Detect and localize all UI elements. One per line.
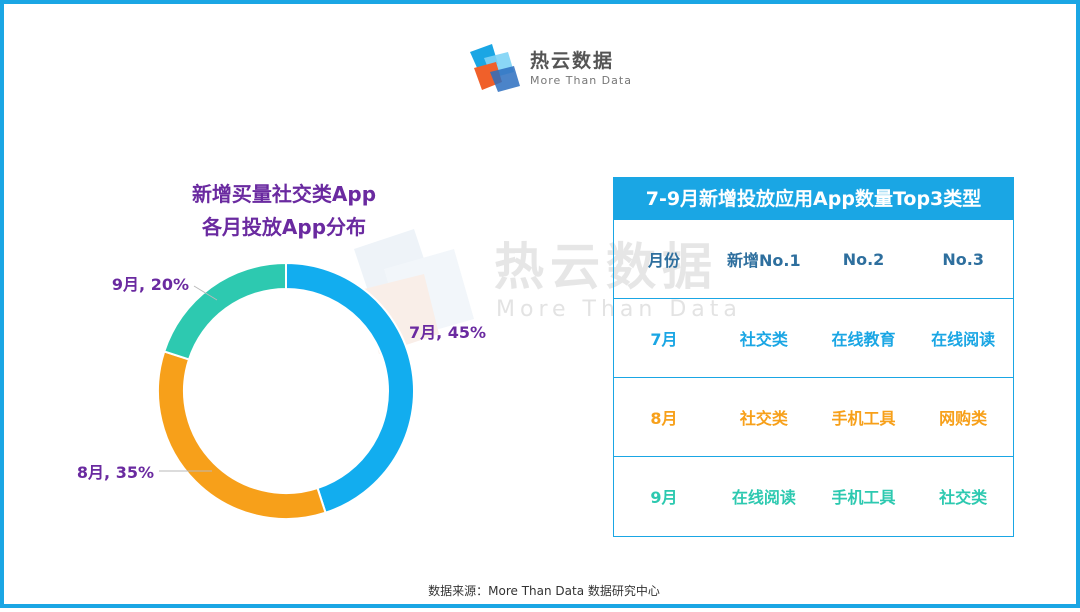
data-source-note: 数据来源：More Than Data 数据研究中心	[428, 584, 660, 598]
chart-title-line-1: 新增买量社交类App	[191, 182, 377, 206]
donut-slice-2	[157, 350, 327, 520]
slice-label-3: 9月, 20%	[112, 275, 189, 294]
donut-slice-1	[285, 261, 415, 514]
chart-title-line-2: 各月投放App分布	[201, 215, 367, 239]
table-cell: 网购类	[939, 409, 988, 428]
chart-title: 新增买量社交类App 各月投放App分布	[154, 178, 414, 244]
table-cell: 7月	[650, 330, 678, 349]
brand-logo-icon	[470, 44, 520, 92]
table-cell: 在线阅读	[931, 330, 996, 349]
brand-logo: 热云数据 More Than Data	[468, 42, 638, 94]
table-title: 7-9月新增投放应用App数量Top3类型	[614, 178, 1013, 220]
table-cell: 社交类	[739, 330, 788, 349]
table-row: 7月 社交类 在线教育 在线阅读	[614, 299, 1013, 378]
brand-name: 热云数据	[530, 50, 615, 72]
table-cell: 在线阅读	[731, 488, 796, 507]
table-cell: 手机工具	[831, 488, 896, 507]
slice-label-1: 7月, 45%	[409, 323, 486, 342]
header-no2: No.2	[842, 249, 885, 269]
header-month: 月份	[647, 251, 680, 270]
table-cell: 社交类	[939, 488, 988, 507]
table-cell: 手机工具	[831, 409, 896, 428]
brand-tagline: More Than Data	[530, 74, 632, 87]
table-row: 9月 在线阅读 手机工具 社交类	[614, 457, 1013, 535]
top3-table: 7-9月新增投放应用App数量Top3类型 月份 新增No.1 No.2 No.…	[613, 177, 1014, 537]
table-header-row: 月份 新增No.1 No.2 No.3	[614, 220, 1013, 299]
slice-leader-line	[193, 285, 218, 301]
table-cell: 8月	[650, 409, 678, 428]
header-no3: No.3	[942, 249, 984, 269]
slice-label-2: 8月, 35%	[77, 463, 154, 482]
header-no1: 新增No.1	[727, 251, 801, 270]
donut-chart: 7月, 45% 8月, 35% 9月, 20%	[77, 261, 486, 520]
table-row: 8月 社交类 手机工具 网购类	[614, 378, 1013, 457]
donut-slice-3	[163, 261, 287, 361]
table-cell: 9月	[650, 488, 678, 507]
table-cell: 在线教育	[831, 330, 896, 349]
table-cell: 社交类	[739, 409, 788, 428]
